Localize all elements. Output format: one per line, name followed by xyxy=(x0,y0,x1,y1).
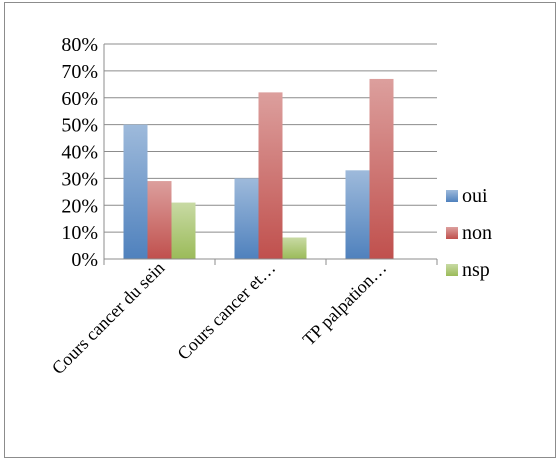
bar-non-3 xyxy=(369,78,394,259)
y-tick-label: 50% xyxy=(61,115,98,137)
y-tick-label: 70% xyxy=(61,61,98,83)
y-tick-label: 0% xyxy=(71,249,98,271)
legend-swatch-oui xyxy=(446,190,458,202)
y-tick-label: 10% xyxy=(61,222,98,244)
bar-chart: 0% 10% 20% 30% 40% 50% 60% 70% 80% Cours cancer d… xyxy=(48,34,492,379)
x-category-label: Cours cancer du sein xyxy=(48,258,169,379)
x-category-label: Cours cancer et… xyxy=(173,258,279,364)
legend-label-non: non xyxy=(462,222,492,244)
bar-non-1 xyxy=(147,181,172,259)
bar-nsp-1 xyxy=(171,202,196,259)
y-tick-label: 30% xyxy=(61,168,98,190)
legend-swatch-nsp xyxy=(446,264,458,276)
y-tick-label: 80% xyxy=(61,34,98,56)
y-tick-label: 40% xyxy=(61,142,98,164)
y-tick-label: 20% xyxy=(61,195,98,217)
bar-oui-3 xyxy=(345,170,370,259)
x-category-label: TP palpation… xyxy=(299,258,391,350)
bar-nsp-2 xyxy=(282,237,307,259)
legend-label-nsp: nsp xyxy=(462,259,490,281)
bar-non-2 xyxy=(258,92,283,259)
bar-oui-1 xyxy=(123,124,148,259)
legend-swatch-non xyxy=(446,227,458,239)
y-tick-label: 60% xyxy=(61,88,98,110)
chart-frame: 0% 10% 20% 30% 40% 50% 60% 70% 80% Cours cancer d… xyxy=(4,2,556,458)
bar-oui-2 xyxy=(234,178,259,259)
legend-label-oui: oui xyxy=(462,185,488,207)
